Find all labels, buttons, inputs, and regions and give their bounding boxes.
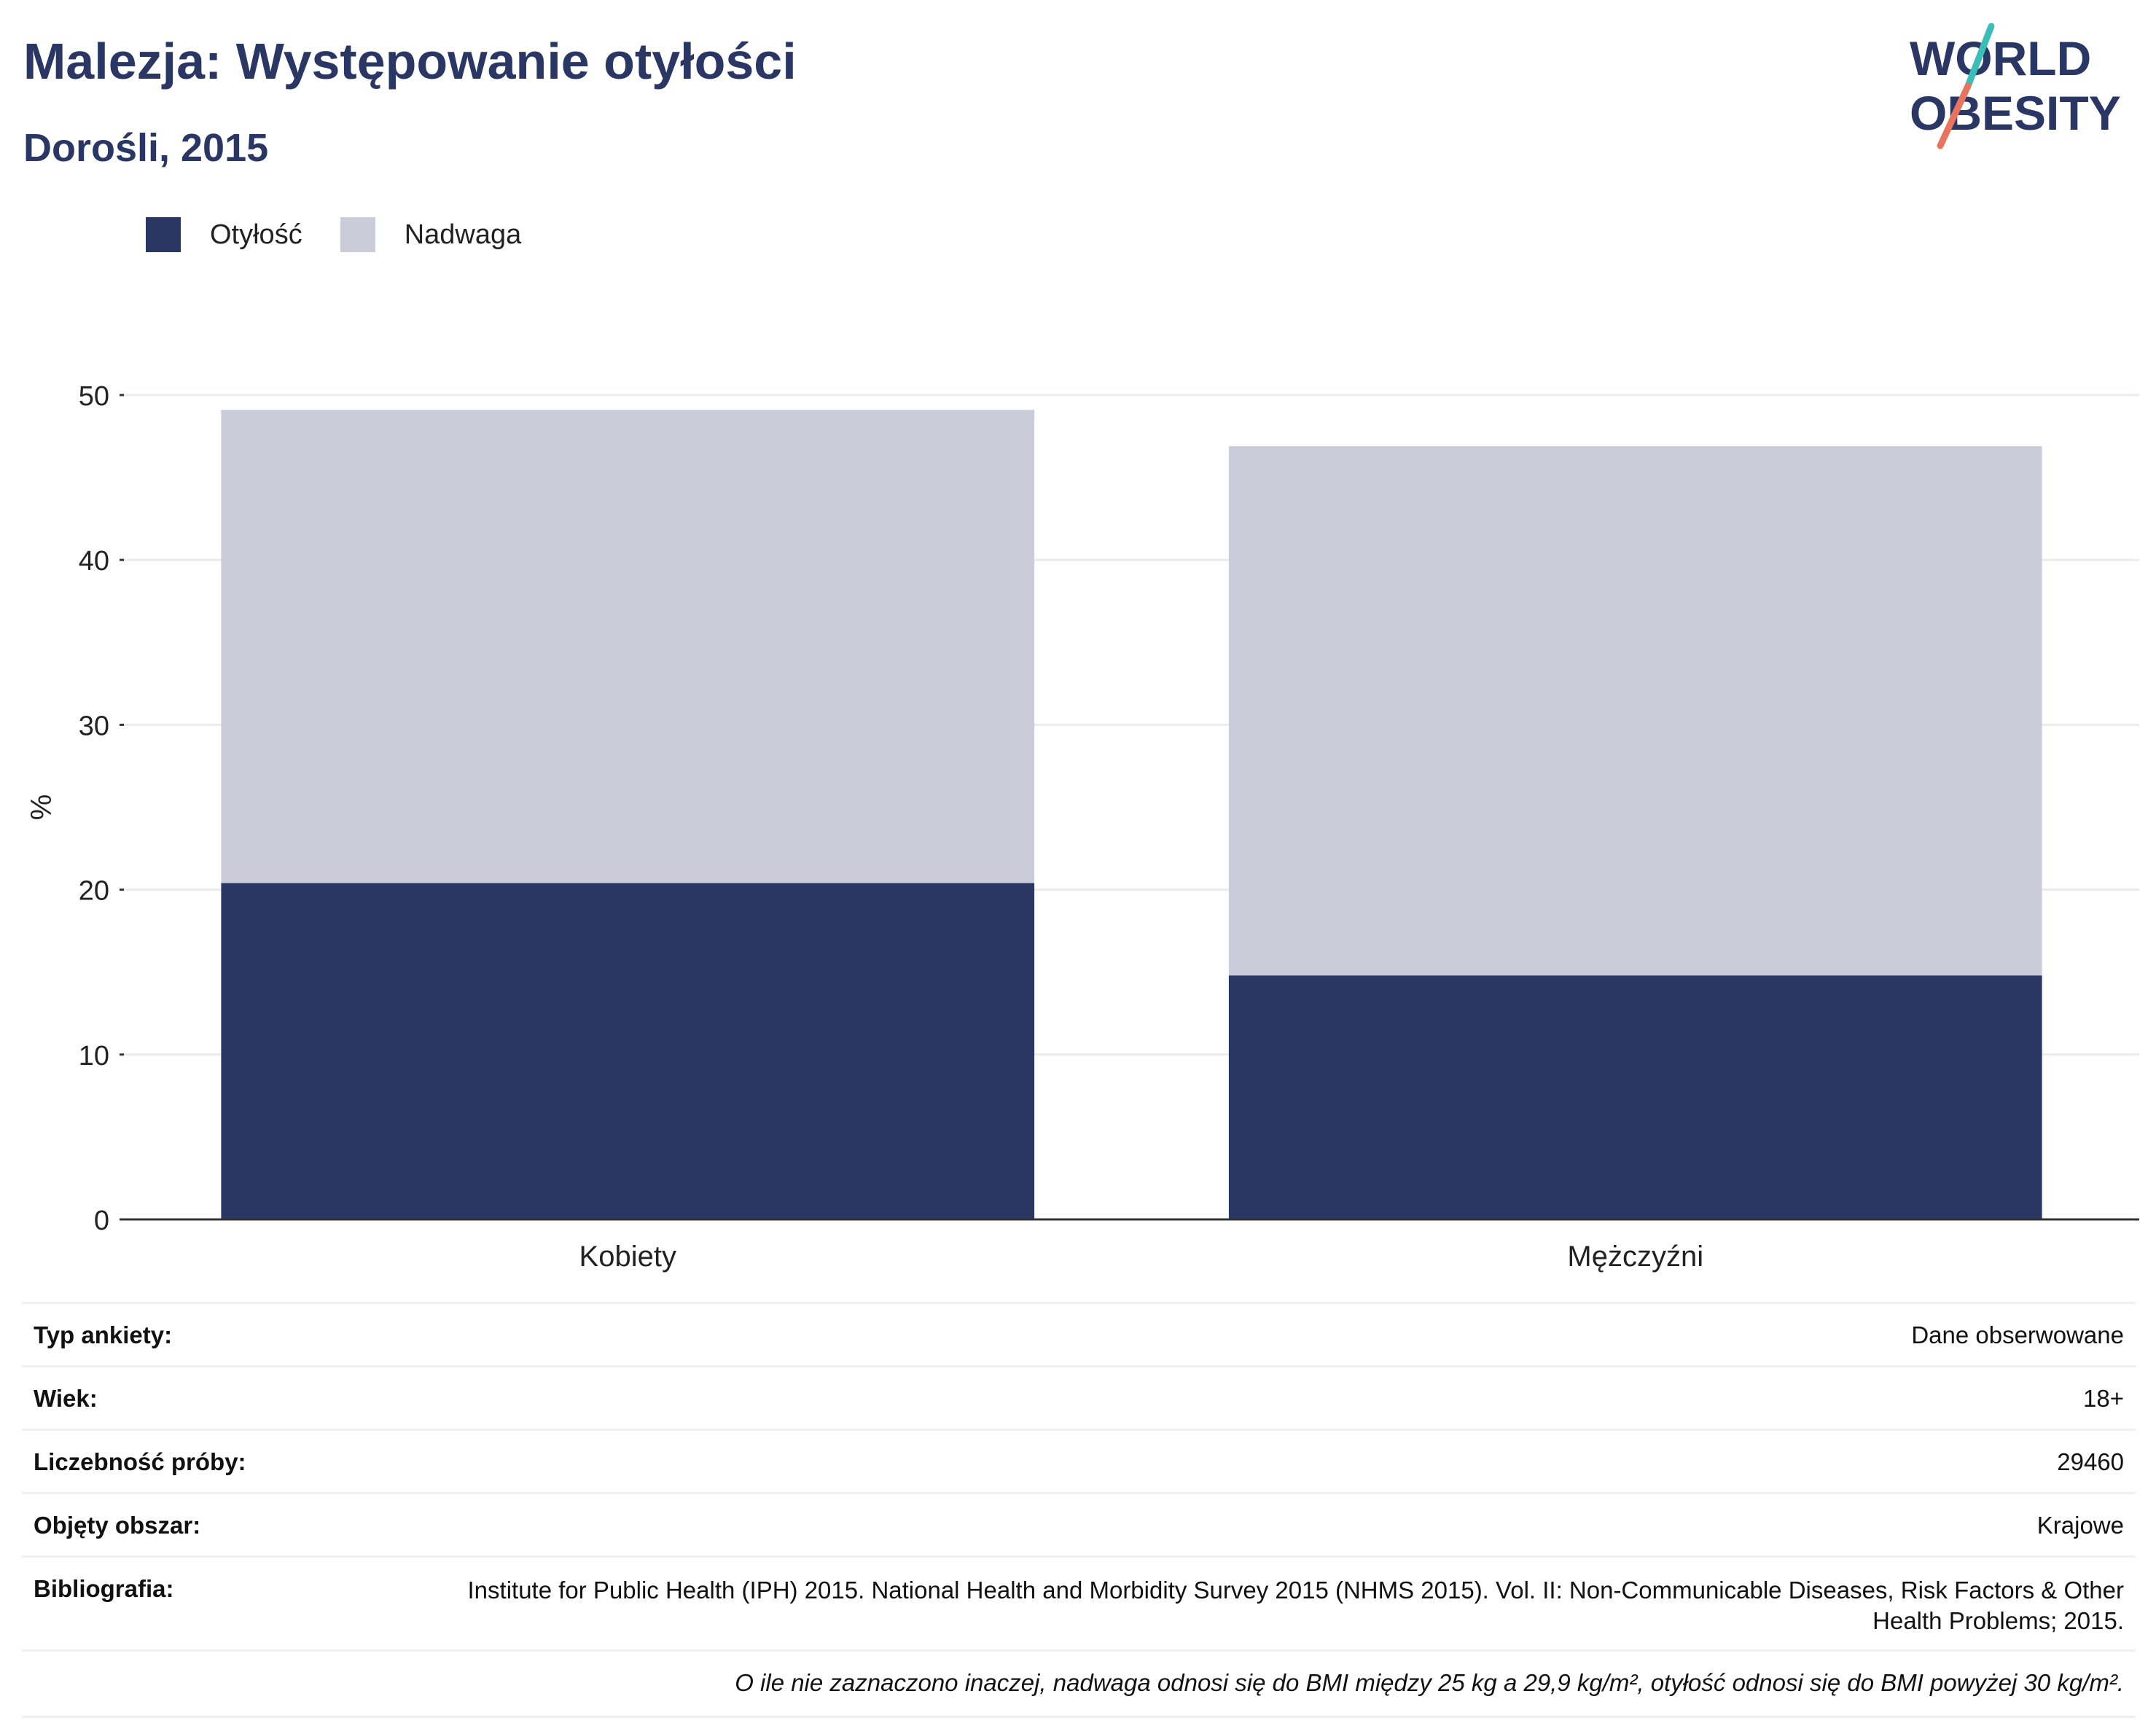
bar-segment [1228,446,2042,976]
meta-key: Liczebność próby: [34,1448,246,1475]
page-title: Malezja: Występowanie otyłości [23,33,797,90]
x-tick-label: Mężczyźni [1567,1241,1703,1273]
y-axis-label: % [26,794,58,821]
bar-segment [1228,975,2042,1219]
meta-value: 29460 [2057,1448,2124,1475]
stacked-bar-chart: 0 10 20 30 40 50% Kobiety Mężczyźni [26,381,2139,1273]
meta-key: Bibliografia: [34,1575,174,1602]
y-tick-label: 30 [79,711,109,741]
x-tick-label: Kobiety [579,1241,676,1273]
legend-swatch-obesity [146,217,181,252]
meta-key: Wiek: [34,1385,98,1412]
meta-row-survey-type: Typ ankiety: Dane obserwowane [22,1302,2136,1365]
meta-value: Institute for Public Health (IPH) 2015. … [467,1577,2124,1634]
meta-key: Objęty obszar: [34,1512,201,1539]
meta-row-sample-size: Liczebność próby: 29460 [22,1429,2136,1492]
legend-label-obesity: Otyłość [210,219,302,250]
meta-value: Krajowe [2036,1512,2124,1539]
world-obesity-logo: WORLD OBESITY [1910,23,2121,149]
page-subtitle: Dorośli, 2015 [23,126,269,170]
meta-value: Dane obserwowane [1911,1321,2124,1348]
y-tick-label: 20 [79,876,109,907]
bar-segment [221,883,1035,1219]
chart-legend: Otyłość Nadwaga [146,217,559,252]
bar-segment [221,410,1035,883]
y-tick-label: 50 [79,381,109,412]
y-tick-label: 0 [94,1206,109,1236]
logo-line-1: WORLD [1910,31,2091,85]
meta-value: 18+ [2083,1385,2124,1412]
y-tick-label: 40 [79,546,109,577]
meta-row-bibliography: Bibliografia: Institute for Public Healt… [22,1555,2136,1649]
meta-key: Typ ankiety: [34,1321,173,1348]
legend-label-overweight: Nadwaga [404,219,522,250]
meta-row-age: Wiek: 18+ [22,1365,2136,1429]
legend-swatch-overweight [340,217,375,252]
metadata-table: Typ ankiety: Dane obserwowane Wiek: 18+ … [22,1302,2136,1718]
meta-row-area: Objęty obszar: Krajowe [22,1492,2136,1555]
logo-line-2: OBESITY [1910,86,2121,140]
definition-note: O ile nie zaznaczono inaczej, nadwaga od… [22,1649,2136,1718]
y-tick-label: 10 [79,1041,109,1071]
